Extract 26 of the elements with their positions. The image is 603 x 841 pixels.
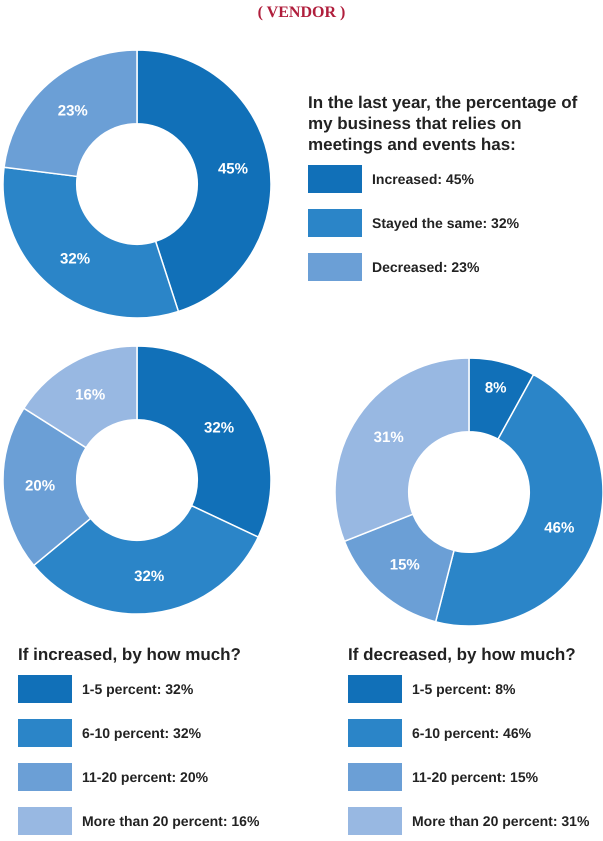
legend-label: 11-20 percent: 15% [412,769,538,785]
legend-label: 1-5 percent: 32% [82,681,194,697]
data-label: 8% [484,380,507,397]
data-label: 15% [390,556,420,574]
legend-label: 1-5 percent: 8% [412,681,516,697]
text: If increased, by how much? [18,644,242,665]
legend-label: Stayed the same: 32% [372,215,520,231]
legend-label: 6-10 percent: 32% [82,725,202,741]
data-label: 32% [134,568,164,585]
data-label: 23% [58,102,88,120]
data-label: 32% [60,250,90,268]
chart-subtitle: ( VENDOR ) [256,4,346,22]
data-label: 46% [544,519,574,536]
legend-label: Increased: 45% [372,171,474,187]
legend-label: 11-20 percent: 20% [82,769,208,785]
text: If decreased, by how much? [348,644,577,665]
data-label: 45% [218,160,248,178]
data-label: 32% [204,419,234,436]
legend-label: More than 20 percent: 16% [82,813,260,829]
data-label: 16% [75,386,106,404]
text: In the last year, the percentage of my business that relies on meetings and events has: [308,92,578,155]
data-label: 20% [25,478,56,495]
legend-label: More than 20 percent: 31% [412,813,590,829]
legend-label: Decreased: 23% [372,259,480,275]
legend-label: 6-10 percent: 46% [412,725,532,741]
data-label: 31% [374,428,404,446]
